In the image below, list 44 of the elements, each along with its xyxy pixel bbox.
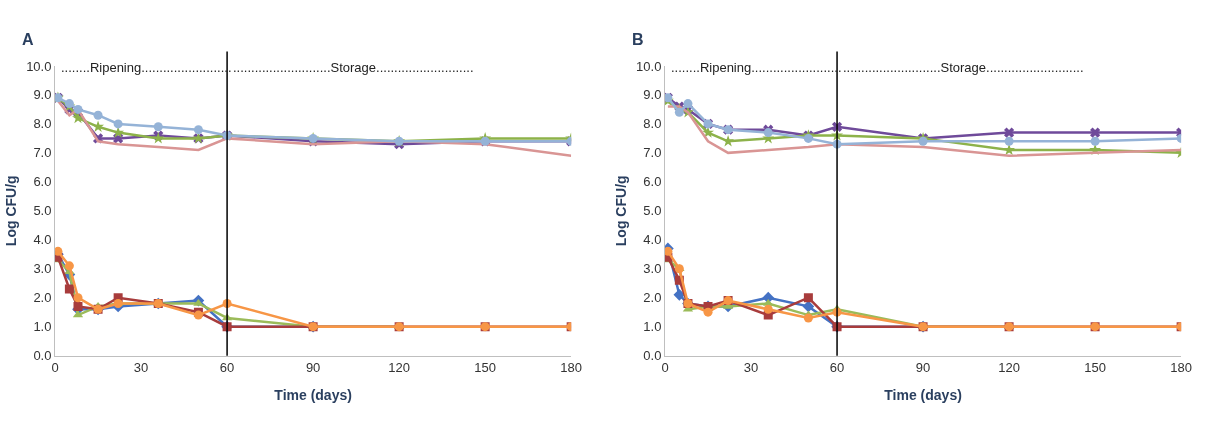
y-tick-label: 1.0 bbox=[643, 319, 662, 335]
x-tick-label: 90 bbox=[305, 360, 321, 376]
y-tick-label: 2.0 bbox=[643, 290, 662, 306]
y-axis-title: Log CFU/g bbox=[2, 175, 19, 247]
x-tick-label: 30 bbox=[743, 360, 759, 376]
y-tick-label: 5.0 bbox=[643, 203, 662, 219]
y-tick-label: 7.0 bbox=[33, 145, 52, 161]
x-tick-label: 0 bbox=[51, 360, 59, 376]
x-tick-label: 150 bbox=[474, 360, 497, 376]
y-tick-label: 0.0 bbox=[643, 348, 662, 364]
y-tick-label: 3.0 bbox=[643, 261, 662, 277]
y-tick-label: 5.0 bbox=[33, 203, 52, 219]
x-tick-label: 60 bbox=[829, 360, 845, 376]
x-tick-label: 120 bbox=[998, 360, 1020, 376]
y-tick-label: 1.0 bbox=[33, 319, 52, 335]
chart-title: B bbox=[632, 31, 644, 48]
annotation: ...........................Storage........................... bbox=[233, 60, 474, 75]
y-tick-label: 10.0 bbox=[636, 58, 662, 74]
x-tick-label: 30 bbox=[133, 360, 149, 376]
x-tick-label: 120 bbox=[388, 360, 410, 376]
x-axis-title: Time (days) bbox=[274, 386, 352, 403]
x-tick-label: 150 bbox=[1084, 360, 1106, 376]
y-tick-label: 6.0 bbox=[33, 174, 52, 190]
x-tick-label: 90 bbox=[915, 360, 931, 376]
y-tick-label: 9.0 bbox=[33, 87, 52, 103]
y-axis-title: Log CFU/g bbox=[612, 175, 629, 247]
annotation: ...........................Storage........................... bbox=[843, 60, 1084, 75]
y-tick-label: 8.0 bbox=[33, 116, 52, 132]
y-tick-label: 9.0 bbox=[643, 87, 662, 103]
x-axis-title: Time (days) bbox=[884, 386, 962, 403]
y-tick-label: 0.0 bbox=[33, 348, 52, 364]
y-tick-label: 7.0 bbox=[643, 145, 662, 161]
y-tick-label: 10.0 bbox=[26, 58, 52, 74]
y-tick-label: 2.0 bbox=[33, 290, 52, 306]
y-tick-label: 3.0 bbox=[33, 261, 52, 277]
y-tick-label: 4.0 bbox=[33, 232, 52, 248]
x-tick-label: 180 bbox=[1170, 360, 1192, 376]
y-tick-label: 4.0 bbox=[643, 232, 662, 248]
y-tick-label: 6.0 bbox=[643, 174, 662, 190]
x-tick-label: 60 bbox=[219, 360, 235, 376]
x-tick-label: 180 bbox=[560, 360, 583, 376]
y-tick-label: 8.0 bbox=[643, 116, 662, 132]
chart-title: A bbox=[22, 31, 34, 48]
x-tick-label: 0 bbox=[661, 360, 669, 376]
